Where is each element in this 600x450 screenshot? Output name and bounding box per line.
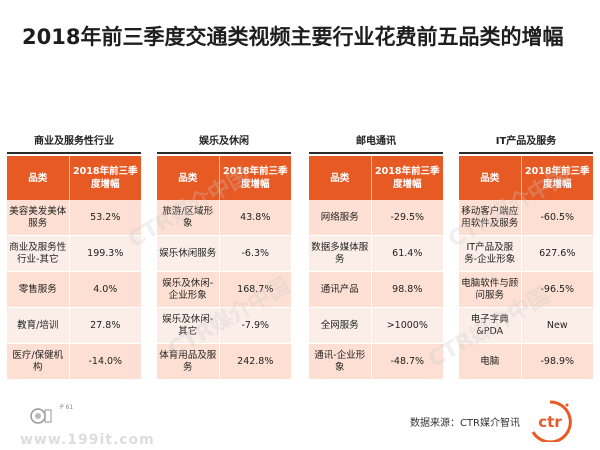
- row-category: 网络服务: [320, 211, 359, 223]
- page-title: 2018年前三季度交通类视频主要行业花费前五品类的增幅: [22, 25, 564, 49]
- row-category: 零售服务: [18, 283, 57, 295]
- row-category: 移动客户端应用软件及服务: [461, 205, 519, 229]
- row-value: -48.7%: [370, 344, 443, 379]
- row-value: -14.0%: [68, 344, 141, 379]
- row-category: 娱乐休闲服务: [159, 247, 217, 259]
- row-value: -96.5%: [520, 272, 593, 307]
- row-category: 体育用品及服务: [159, 349, 217, 373]
- panel-it: IT产品及服务 品类 2018年前三季度增幅 移动客户端应用软件及服务 -60.…: [459, 132, 593, 380]
- ctr-logo: ctr: [531, 400, 572, 442]
- panel-title: IT产品及服务: [495, 136, 557, 147]
- table-row: 美容美发美体服务 53.2%: [7, 200, 141, 236]
- row-value: -98.9%: [520, 344, 593, 379]
- table-row: 旅游/区域形象 43.8%: [157, 200, 291, 236]
- row-category: 电脑: [480, 355, 500, 367]
- panel-title: 邮电通讯: [356, 136, 396, 147]
- panel-divider: [7, 152, 141, 154]
- table-row: 通讯产品 98.8%: [309, 272, 443, 308]
- table-row: 娱乐休闲服务 -6.3%: [157, 236, 291, 272]
- header-growth: 2018年前三季度增幅: [520, 156, 593, 200]
- table-header: 品类 2018年前三季度增幅: [7, 156, 141, 200]
- row-category: 美容美发美体服务: [9, 205, 67, 229]
- row-category: 数据多媒体服务: [311, 241, 369, 265]
- table-header: 品类 2018年前三季度增幅: [309, 156, 443, 200]
- header-category: 品类: [330, 172, 350, 184]
- page-number: P 61: [60, 404, 74, 411]
- row-value: 4.0%: [68, 272, 141, 307]
- table-row: 电脑 -98.9%: [459, 344, 593, 380]
- row-value: -6.3%: [218, 236, 291, 271]
- panel-commercial: 商业及服务性行业 品类 2018年前三季度增幅 美容美发美体服务 53.2% 商…: [7, 132, 141, 380]
- row-value: 53.2%: [68, 200, 141, 235]
- row-value: 627.6%: [520, 236, 593, 271]
- table-row: 体育用品及服务 242.8%: [157, 344, 291, 380]
- table-row: 娱乐及休闲-企业形象 168.7%: [157, 272, 291, 308]
- row-category: 教育/培训: [17, 319, 59, 331]
- table-header: 品类 2018年前三季度增幅: [459, 156, 593, 200]
- row-category: IT产品及服务-企业形象: [464, 241, 516, 265]
- row-category: 电子字典&PDA: [470, 313, 509, 337]
- panel-telecom: 邮电通讯 品类 2018年前三季度增幅 网络服务 -29.5% 数据多媒体服务 …: [309, 132, 443, 380]
- table-row: 通讯-企业形象 -48.7%: [309, 344, 443, 380]
- table-row: 零售服务 4.0%: [7, 272, 141, 308]
- row-value: 61.4%: [370, 236, 443, 271]
- data-source: 数据来源：CTR媒介智讯: [409, 418, 520, 429]
- row-category: 通讯-企业形象: [314, 349, 366, 373]
- panel-entertainment: 娱乐及休闲 品类 2018年前三季度增幅 旅游/区域形象 43.8% 娱乐休闲服…: [157, 132, 291, 380]
- row-value: New: [520, 308, 593, 343]
- panel-title: 娱乐及休闲: [199, 136, 249, 147]
- table-row: IT产品及服务-企业形象 627.6%: [459, 236, 593, 272]
- table-row: 移动客户端应用软件及服务 -60.5%: [459, 200, 593, 236]
- row-value: -29.5%: [370, 200, 443, 235]
- row-category: 电脑软件与顾问服务: [461, 277, 519, 301]
- row-value: >1000%: [370, 308, 443, 343]
- row-value: 98.8%: [370, 272, 443, 307]
- row-value: 27.8%: [68, 308, 141, 343]
- header-category: 品类: [28, 172, 48, 184]
- table-row: 数据多媒体服务 61.4%: [309, 236, 443, 272]
- row-value: 199.3%: [68, 236, 141, 271]
- svg-text:ctr: ctr: [538, 413, 562, 431]
- row-category: 商业及服务性行业-其它: [9, 241, 67, 265]
- watermark-url: www.199it.com: [20, 432, 155, 448]
- row-value: -60.5%: [520, 200, 593, 235]
- row-value: 43.8%: [218, 200, 291, 235]
- row-category: 医疗/保健机构: [12, 349, 64, 373]
- row-value: 242.8%: [218, 344, 291, 379]
- table-row: 娱乐及休闲-其它 -7.9%: [157, 308, 291, 344]
- table-row: 医疗/保健机构 -14.0%: [7, 344, 141, 380]
- table-row: 教育/培训 27.8%: [7, 308, 141, 344]
- row-category: 娱乐及休闲-企业形象: [162, 277, 214, 301]
- header-growth: 2018年前三季度增幅: [68, 156, 141, 200]
- header-growth: 2018年前三季度增幅: [370, 156, 443, 200]
- table-row: 电子字典&PDA New: [459, 308, 593, 344]
- row-category: 全网服务: [320, 319, 359, 331]
- panel-title: 商业及服务性行业: [34, 136, 114, 147]
- table-row: 网络服务 -29.5%: [309, 200, 443, 236]
- header-growth: 2018年前三季度增幅: [218, 156, 291, 200]
- table-row: 全网服务 >1000%: [309, 308, 443, 344]
- panel-divider: [157, 152, 291, 154]
- panel-divider: [309, 152, 443, 154]
- row-category: 通讯产品: [320, 283, 359, 295]
- row-value: 168.7%: [218, 272, 291, 307]
- header-category: 品类: [480, 172, 500, 184]
- row-category: 旅游/区域形象: [162, 205, 214, 229]
- header-category: 品类: [178, 172, 198, 184]
- panel-divider: [459, 152, 593, 154]
- table-row: 商业及服务性行业-其它 199.3%: [7, 236, 141, 272]
- row-category: 娱乐及休闲-其它: [162, 313, 214, 337]
- table-row: 电脑软件与顾问服务 -96.5%: [459, 272, 593, 308]
- certification-badge-icon: [30, 408, 52, 424]
- table-header: 品类 2018年前三季度增幅: [157, 156, 291, 200]
- row-value: -7.9%: [218, 308, 291, 343]
